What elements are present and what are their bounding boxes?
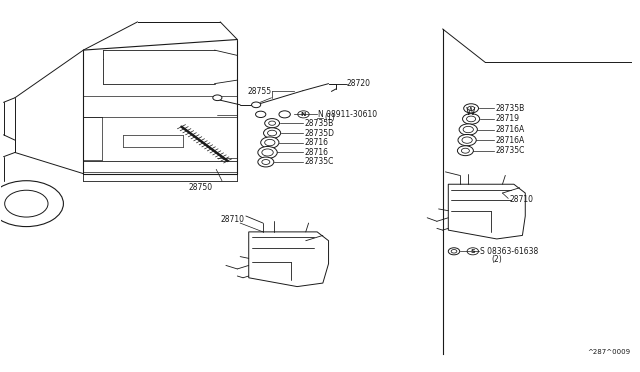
Text: N: N bbox=[301, 112, 306, 117]
Text: 28735B: 28735B bbox=[495, 104, 524, 113]
Text: (2): (2) bbox=[491, 254, 502, 264]
Text: S 08363-61638: S 08363-61638 bbox=[479, 247, 538, 256]
Circle shape bbox=[463, 113, 479, 124]
Text: N 08911-30610: N 08911-30610 bbox=[318, 110, 378, 119]
Text: 28716A: 28716A bbox=[495, 125, 524, 134]
Text: 28710: 28710 bbox=[220, 215, 244, 224]
Text: 28735C: 28735C bbox=[495, 146, 524, 155]
Text: 28735D: 28735D bbox=[304, 129, 334, 138]
Circle shape bbox=[279, 111, 291, 118]
Circle shape bbox=[252, 102, 260, 108]
Text: 28735B: 28735B bbox=[304, 119, 333, 128]
Circle shape bbox=[458, 134, 476, 146]
Text: 28716: 28716 bbox=[304, 138, 328, 147]
Text: 28720: 28720 bbox=[347, 79, 371, 88]
Circle shape bbox=[255, 111, 266, 118]
Text: ^287^0009: ^287^0009 bbox=[588, 349, 631, 355]
Text: 28710: 28710 bbox=[509, 195, 533, 203]
Text: 28735C: 28735C bbox=[304, 157, 333, 167]
Circle shape bbox=[448, 248, 460, 255]
Text: S: S bbox=[470, 249, 475, 254]
Circle shape bbox=[298, 111, 309, 118]
Circle shape bbox=[467, 248, 479, 255]
Circle shape bbox=[0, 181, 63, 227]
Circle shape bbox=[458, 146, 474, 155]
Circle shape bbox=[260, 137, 279, 148]
Text: 28716A: 28716A bbox=[495, 136, 524, 145]
Circle shape bbox=[258, 147, 277, 158]
Text: W: W bbox=[465, 107, 475, 117]
Circle shape bbox=[213, 95, 222, 100]
Text: 28750: 28750 bbox=[188, 183, 212, 192]
Circle shape bbox=[464, 104, 479, 113]
Text: 28755: 28755 bbox=[248, 87, 271, 96]
Circle shape bbox=[459, 124, 477, 135]
Text: (1): (1) bbox=[324, 113, 335, 122]
Circle shape bbox=[265, 119, 280, 128]
Circle shape bbox=[258, 157, 274, 167]
Circle shape bbox=[264, 128, 281, 138]
Text: 28716: 28716 bbox=[304, 148, 328, 157]
Text: 28719: 28719 bbox=[495, 115, 519, 124]
